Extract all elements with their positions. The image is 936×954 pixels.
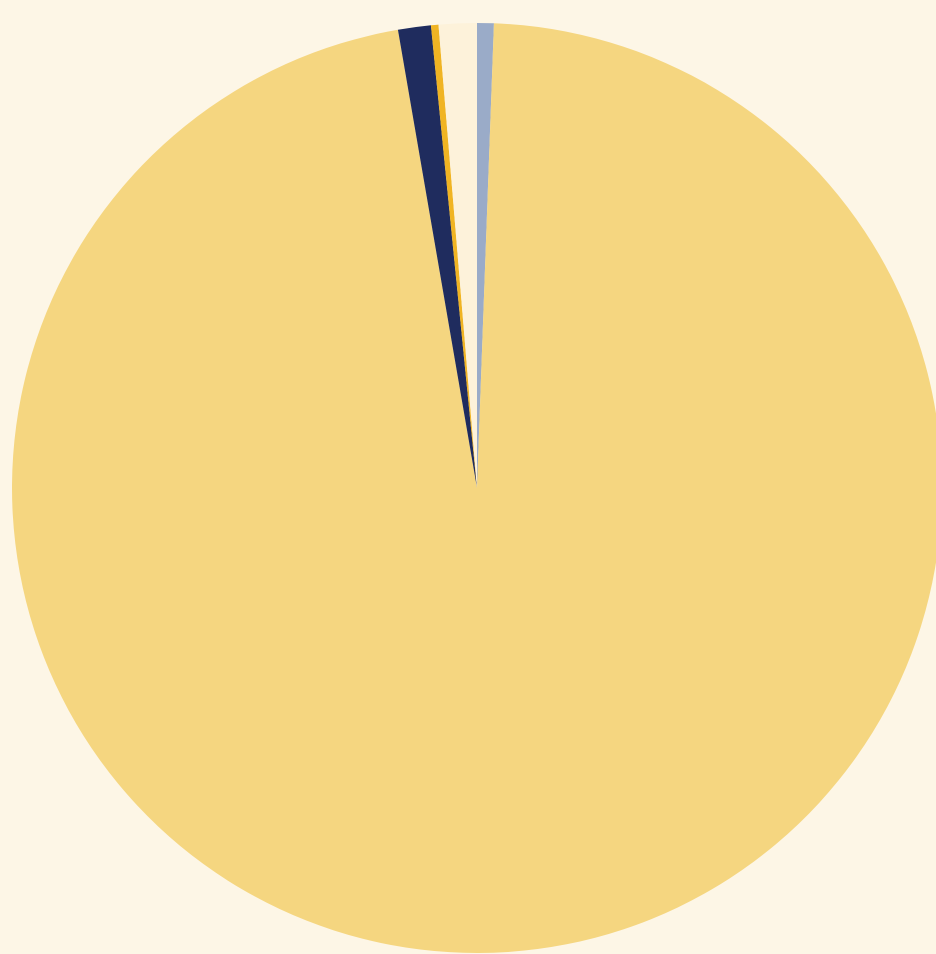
pie-slice-1 <box>477 23 494 488</box>
pie-slice-3 <box>397 25 477 489</box>
pie-slice-4 <box>430 24 477 488</box>
pie-slice-5 <box>438 23 477 488</box>
pie-slice-2 <box>12 23 936 953</box>
pie-slices <box>12 23 936 953</box>
